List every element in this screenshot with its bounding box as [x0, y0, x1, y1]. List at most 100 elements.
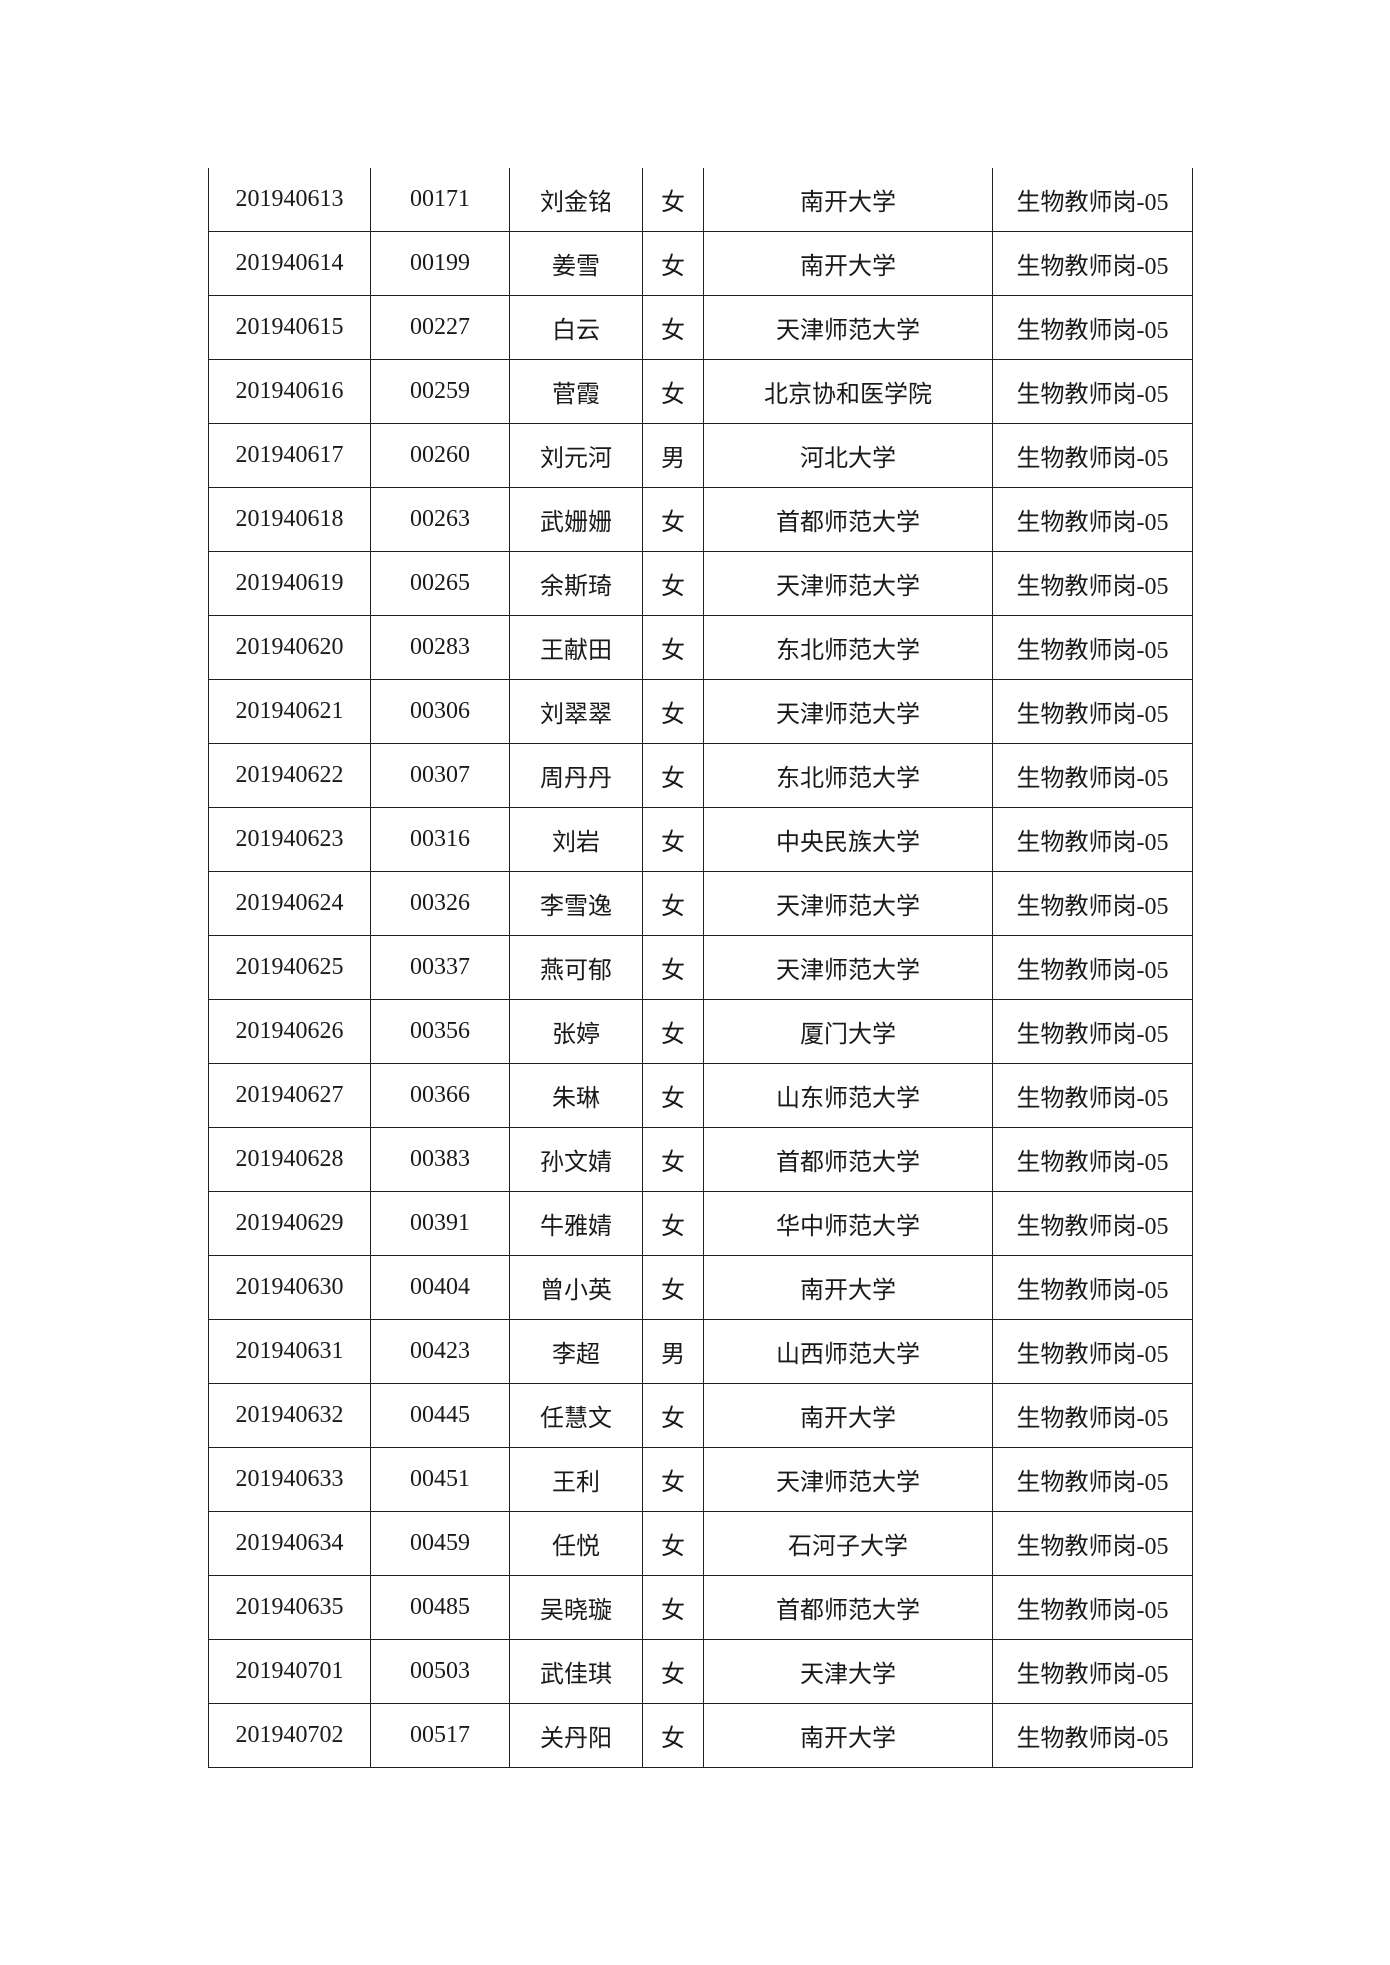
- serial-number-cell: 00383: [370, 1127, 510, 1192]
- serial-number-cell: 00260: [370, 423, 510, 488]
- position-cell: 生物教师岗-05: [992, 1063, 1193, 1128]
- table-row: 201940613 00171 刘金铭女南开大学 生物教师岗-05: [208, 168, 1193, 232]
- table-row: 201940701 00503 武佳琪女天津大学 生物教师岗-05: [208, 1639, 1193, 1704]
- position-cell: 生物教师岗-05: [992, 1575, 1193, 1640]
- school-cell: 南开大学: [703, 1703, 993, 1768]
- gender-cell: 女: [642, 743, 704, 808]
- table-row: 201940616 00259 菅霞女北京协和医学院 生物教师岗-05: [208, 359, 1193, 424]
- school-cell: 天津师范大学: [703, 679, 993, 744]
- exam-number-cell: 201940616: [208, 359, 371, 424]
- gender-cell: 女: [642, 168, 704, 232]
- gender-cell: 女: [642, 1191, 704, 1256]
- gender-cell: 女: [642, 359, 704, 424]
- name-cell: 刘翠翠: [509, 679, 643, 744]
- table-row: 201940623 00316 刘岩女中央民族大学 生物教师岗-05: [208, 807, 1193, 872]
- gender-cell: 女: [642, 295, 704, 360]
- name-cell: 牛雅婧: [509, 1191, 643, 1256]
- name-cell: 吴晓璇: [509, 1575, 643, 1640]
- position-cell: 生物教师岗-05: [992, 1703, 1193, 1768]
- gender-cell: 女: [642, 871, 704, 936]
- school-cell: 东北师范大学: [703, 743, 993, 808]
- gender-cell: 女: [642, 679, 704, 744]
- name-cell: 王利: [509, 1447, 643, 1512]
- school-cell: 山东师范大学: [703, 1063, 993, 1128]
- table-row: 201940620 00283 王献田女东北师范大学 生物教师岗-05: [208, 615, 1193, 680]
- position-cell: 生物教师岗-05: [992, 423, 1193, 488]
- serial-number-cell: 00337: [370, 935, 510, 1000]
- table-row: 201940615 00227 白云女天津师范大学 生物教师岗-05: [208, 295, 1193, 360]
- school-cell: 天津师范大学: [703, 295, 993, 360]
- gender-cell: 女: [642, 1511, 704, 1576]
- school-cell: 东北师范大学: [703, 615, 993, 680]
- school-cell: 南开大学: [703, 1255, 993, 1320]
- gender-cell: 女: [642, 1447, 704, 1512]
- exam-number-cell: 201940633: [208, 1447, 371, 1512]
- position-cell: 生物教师岗-05: [992, 1127, 1193, 1192]
- serial-number-cell: 00316: [370, 807, 510, 872]
- name-cell: 关丹阳: [509, 1703, 643, 1768]
- table-row: 201940618 00263 武姗姗女首都师范大学 生物教师岗-05: [208, 487, 1193, 552]
- school-cell: 南开大学: [703, 168, 993, 232]
- exam-number-cell: 201940628: [208, 1127, 371, 1192]
- school-cell: 天津大学: [703, 1639, 993, 1704]
- school-cell: 首都师范大学: [703, 487, 993, 552]
- serial-number-cell: 00265: [370, 551, 510, 616]
- name-cell: 燕可郁: [509, 935, 643, 1000]
- name-cell: 曾小英: [509, 1255, 643, 1320]
- table-row: 201940634 00459 任悦女石河子大学 生物教师岗-05: [208, 1511, 1193, 1576]
- name-cell: 王献田: [509, 615, 643, 680]
- exam-number-cell: 201940614: [208, 231, 371, 296]
- position-cell: 生物教师岗-05: [992, 999, 1193, 1064]
- table-row: 201940702 00517 关丹阳女南开大学 生物教师岗-05: [208, 1703, 1193, 1768]
- table-row: 201940627 00366 朱琳女山东师范大学 生物教师岗-05: [208, 1063, 1193, 1128]
- name-cell: 刘元河: [509, 423, 643, 488]
- table-row: 201940619 00265 余斯琦女天津师范大学 生物教师岗-05: [208, 551, 1193, 616]
- table-row: 201940617 00260 刘元河男河北大学 生物教师岗-05: [208, 423, 1193, 488]
- exam-number-cell: 201940629: [208, 1191, 371, 1256]
- table-row: 201940631 00423 李超男山西师范大学 生物教师岗-05: [208, 1319, 1193, 1384]
- gender-cell: 女: [642, 551, 704, 616]
- school-cell: 天津师范大学: [703, 935, 993, 1000]
- position-cell: 生物教师岗-05: [992, 807, 1193, 872]
- school-cell: 北京协和医学院: [703, 359, 993, 424]
- serial-number-cell: 00445: [370, 1383, 510, 1448]
- position-cell: 生物教师岗-05: [992, 1511, 1193, 1576]
- gender-cell: 女: [642, 1575, 704, 1640]
- exam-number-cell: 201940634: [208, 1511, 371, 1576]
- name-cell: 刘金铭: [509, 168, 643, 232]
- serial-number-cell: 00517: [370, 1703, 510, 1768]
- school-cell: 华中师范大学: [703, 1191, 993, 1256]
- name-cell: 任悦: [509, 1511, 643, 1576]
- exam-number-cell: 201940613: [208, 168, 371, 232]
- table-row: 201940624 00326 李雪逸女天津师范大学 生物教师岗-05: [208, 871, 1193, 936]
- exam-number-cell: 201940625: [208, 935, 371, 1000]
- position-cell: 生物教师岗-05: [992, 1319, 1193, 1384]
- position-cell: 生物教师岗-05: [992, 168, 1193, 232]
- position-cell: 生物教师岗-05: [992, 1191, 1193, 1256]
- gender-cell: 女: [642, 615, 704, 680]
- serial-number-cell: 00451: [370, 1447, 510, 1512]
- serial-number-cell: 00485: [370, 1575, 510, 1640]
- gender-cell: 女: [642, 1639, 704, 1704]
- position-cell: 生物教师岗-05: [992, 615, 1193, 680]
- gender-cell: 男: [642, 1319, 704, 1384]
- position-cell: 生物教师岗-05: [992, 231, 1193, 296]
- exam-number-cell: 201940626: [208, 999, 371, 1064]
- table-row: 201940635 00485 吴晓璇女首都师范大学 生物教师岗-05: [208, 1575, 1193, 1640]
- name-cell: 白云: [509, 295, 643, 360]
- name-cell: 李超: [509, 1319, 643, 1384]
- candidate-table: 201940613 00171 刘金铭女南开大学 生物教师岗-05 201940614 0…: [208, 168, 1193, 1768]
- position-cell: 生物教师岗-05: [992, 871, 1193, 936]
- serial-number-cell: 00503: [370, 1639, 510, 1704]
- table-row: 201940614 00199 姜雪女南开大学 生物教师岗-05: [208, 231, 1193, 296]
- position-cell: 生物教师岗-05: [992, 295, 1193, 360]
- exam-number-cell: 201940632: [208, 1383, 371, 1448]
- table-row: 201940630 00404 曾小英女南开大学 生物教师岗-05: [208, 1255, 1193, 1320]
- exam-number-cell: 201940631: [208, 1319, 371, 1384]
- exam-number-cell: 201940623: [208, 807, 371, 872]
- name-cell: 朱琳: [509, 1063, 643, 1128]
- name-cell: 武佳琪: [509, 1639, 643, 1704]
- gender-cell: 女: [642, 999, 704, 1064]
- table-row: 201940633 00451 王利女天津师范大学 生物教师岗-05: [208, 1447, 1193, 1512]
- table-row: 201940626 00356 张婷女厦门大学 生物教师岗-05: [208, 999, 1193, 1064]
